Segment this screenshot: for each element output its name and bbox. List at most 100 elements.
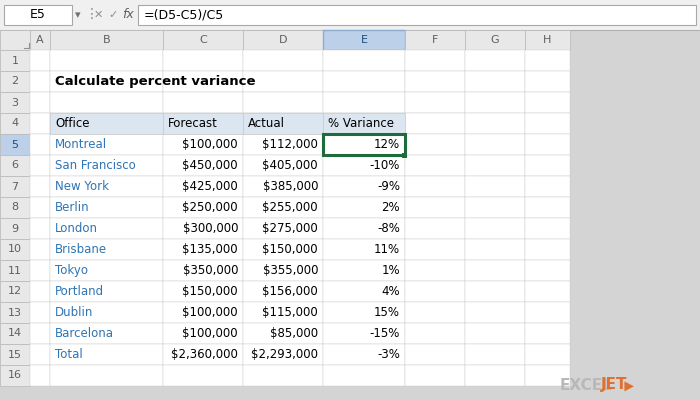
Text: Dublin: Dublin <box>55 306 93 319</box>
Text: % Variance: % Variance <box>328 117 394 130</box>
Bar <box>163 197 243 218</box>
Bar <box>50 134 163 155</box>
Bar <box>405 344 465 365</box>
Bar <box>163 239 243 260</box>
Bar <box>465 344 525 365</box>
Bar <box>525 239 570 260</box>
Bar <box>465 365 525 386</box>
Bar <box>243 323 323 344</box>
Bar <box>243 302 323 323</box>
Text: Barcelona: Barcelona <box>55 327 114 340</box>
Text: F: F <box>432 35 438 45</box>
Text: Total: Total <box>55 348 83 361</box>
Bar <box>465 176 525 197</box>
Bar <box>30 323 50 344</box>
Bar <box>465 30 525 50</box>
Text: H: H <box>543 35 552 45</box>
Bar <box>525 281 570 302</box>
Bar <box>525 365 570 386</box>
Bar <box>0 176 30 197</box>
Bar <box>525 302 570 323</box>
Bar <box>0 218 30 239</box>
Bar <box>30 92 50 113</box>
Text: Calculate percent variance: Calculate percent variance <box>55 75 256 88</box>
Bar <box>30 50 50 71</box>
Text: -10%: -10% <box>370 159 400 172</box>
Text: 14: 14 <box>8 328 22 338</box>
Bar <box>405 176 465 197</box>
Bar <box>30 239 50 260</box>
Bar <box>243 92 323 113</box>
Bar <box>525 113 570 134</box>
Text: ▾: ▾ <box>75 10 80 20</box>
Bar <box>323 155 405 176</box>
Text: 4: 4 <box>11 118 19 128</box>
Bar <box>0 365 30 386</box>
Text: -8%: -8% <box>377 222 400 235</box>
Text: $385,000: $385,000 <box>262 180 318 193</box>
Bar <box>30 176 50 197</box>
Bar <box>465 260 525 281</box>
Bar <box>50 113 163 134</box>
Text: 13: 13 <box>8 308 22 318</box>
Text: Forecast: Forecast <box>168 117 218 130</box>
Bar <box>525 92 570 113</box>
Text: -3%: -3% <box>377 348 400 361</box>
Bar <box>405 50 465 71</box>
Text: 9: 9 <box>11 224 19 234</box>
Bar <box>323 281 405 302</box>
Bar <box>50 113 163 134</box>
Bar <box>525 197 570 218</box>
Text: $2,360,000: $2,360,000 <box>171 348 238 361</box>
Bar <box>323 134 405 155</box>
Bar <box>0 50 30 71</box>
Text: 5: 5 <box>11 140 18 150</box>
Bar <box>163 155 243 176</box>
Bar <box>50 218 163 239</box>
Text: $300,000: $300,000 <box>183 222 238 235</box>
Text: 11%: 11% <box>374 243 400 256</box>
Text: 3: 3 <box>11 98 18 108</box>
Bar <box>50 30 163 50</box>
Bar <box>465 155 525 176</box>
Bar <box>163 113 243 134</box>
Bar <box>163 323 243 344</box>
Bar <box>323 344 405 365</box>
Text: A: A <box>36 35 44 45</box>
Bar <box>50 281 163 302</box>
Bar <box>405 134 465 155</box>
Bar <box>0 71 30 92</box>
Text: 2: 2 <box>11 76 19 86</box>
Bar <box>323 302 405 323</box>
Text: Office: Office <box>55 117 90 130</box>
Bar <box>50 365 163 386</box>
Bar <box>50 71 163 92</box>
Bar <box>465 71 525 92</box>
Text: $275,000: $275,000 <box>262 222 318 235</box>
Bar <box>50 302 163 323</box>
Bar <box>50 323 163 344</box>
Bar <box>243 239 323 260</box>
Text: 8: 8 <box>11 202 19 212</box>
Bar <box>243 50 323 71</box>
Bar <box>163 30 243 50</box>
Text: ✓: ✓ <box>108 10 118 20</box>
Text: C: C <box>199 35 207 45</box>
Bar <box>405 92 465 113</box>
Bar <box>525 323 570 344</box>
Bar <box>525 344 570 365</box>
Bar <box>163 365 243 386</box>
Bar <box>465 50 525 71</box>
Bar <box>243 113 323 134</box>
Text: 1: 1 <box>11 56 18 66</box>
Text: Montreal: Montreal <box>55 138 107 151</box>
Bar <box>243 260 323 281</box>
Bar <box>30 302 50 323</box>
Bar <box>243 30 323 50</box>
Bar <box>525 30 570 50</box>
Bar <box>465 113 525 134</box>
Bar <box>163 176 243 197</box>
Bar <box>163 50 243 71</box>
Bar <box>163 344 243 365</box>
Text: $156,000: $156,000 <box>262 285 318 298</box>
